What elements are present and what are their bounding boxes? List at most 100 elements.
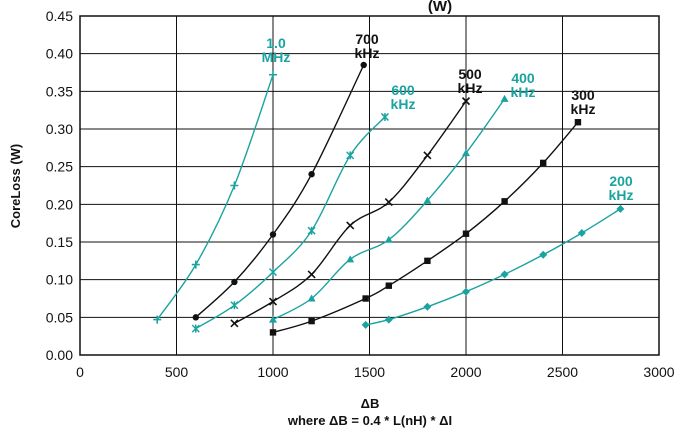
x-tick-label: 500 bbox=[165, 364, 189, 380]
x-tick-label: 2500 bbox=[547, 364, 578, 380]
data-point-600-khz bbox=[230, 301, 239, 310]
series-label-line: kHz bbox=[458, 80, 483, 96]
data-point-300-khz bbox=[424, 257, 431, 265]
data-point-1-0-mhz bbox=[269, 70, 277, 79]
y-tick-label: 0.10 bbox=[46, 272, 73, 288]
data-point-200-khz bbox=[423, 302, 432, 311]
y-tick-label: 0.15 bbox=[46, 234, 73, 250]
data-point-300-khz bbox=[540, 159, 547, 167]
data-point-700-khz bbox=[231, 278, 238, 286]
data-point-300-khz bbox=[269, 329, 277, 336]
y-tick-label: 0.35 bbox=[46, 83, 73, 99]
data-point-700-khz bbox=[192, 314, 199, 321]
data-point-200-khz bbox=[500, 270, 509, 279]
y-tick-label: 0.40 bbox=[46, 46, 73, 62]
data-point-200-khz bbox=[462, 287, 470, 296]
series-label-line: 700 bbox=[355, 31, 379, 47]
x-axis-title: ΔB bbox=[361, 396, 380, 411]
data-point-700-khz bbox=[269, 231, 277, 238]
series-label-line: kHz bbox=[571, 101, 596, 117]
data-point-1-0-mhz bbox=[153, 315, 162, 324]
data-point-500-khz bbox=[461, 97, 471, 106]
data-point-1-0-mhz bbox=[230, 181, 239, 190]
data-point-500-khz bbox=[423, 151, 432, 160]
data-point-300-khz bbox=[462, 230, 470, 237]
data-point-500-khz bbox=[307, 270, 316, 279]
data-point-700-khz bbox=[360, 61, 367, 69]
data-point-200-khz bbox=[616, 204, 625, 213]
series-300-khz bbox=[269, 119, 582, 336]
series-400-khz bbox=[269, 94, 509, 323]
series-label-line: 500 bbox=[458, 66, 482, 82]
x-tick-label: 1500 bbox=[354, 364, 385, 380]
series-label-line: 200 bbox=[609, 173, 633, 189]
x-axis-subtitle: where ΔB = 0.4 * L(nH) * ΔI bbox=[287, 413, 452, 428]
series-label-line: 300 bbox=[571, 87, 595, 103]
chart-title-fragment: (W) bbox=[428, 0, 452, 15]
data-point-200-khz bbox=[384, 315, 393, 324]
series-label-line: MHz bbox=[262, 49, 291, 65]
data-point-400-khz bbox=[307, 294, 316, 302]
series-700-khz bbox=[192, 61, 367, 321]
data-point-300-khz bbox=[501, 198, 508, 205]
data-point-600-khz bbox=[268, 268, 278, 277]
y-tick-label: 0.00 bbox=[46, 347, 73, 363]
series-label-line: 400 bbox=[511, 70, 535, 86]
data-point-400-khz bbox=[500, 94, 509, 102]
series-label-line: 1.0 bbox=[266, 35, 286, 51]
series-label-line: kHz bbox=[511, 84, 536, 100]
series-label-line: 600 bbox=[391, 82, 415, 98]
data-point-500-khz bbox=[268, 297, 278, 306]
y-tick-label: 0.30 bbox=[46, 121, 73, 137]
x-tick-label: 2000 bbox=[450, 364, 481, 380]
data-point-400-khz bbox=[462, 149, 470, 157]
data-point-600-khz bbox=[191, 324, 200, 333]
series-label-line: kHz bbox=[391, 96, 416, 112]
plot-frame bbox=[79, 15, 660, 356]
data-point-1-0-mhz bbox=[191, 260, 200, 269]
data-point-500-khz bbox=[384, 198, 393, 207]
series-layer bbox=[153, 61, 625, 336]
tick-labels: 0 500 1000 1500 2000 2500 3000 0.00 0.05 0.10 0.15… bbox=[46, 8, 675, 380]
y-tick-label: 0.45 bbox=[46, 8, 73, 24]
series-line-1-0-mhz bbox=[156, 74, 274, 320]
data-point-600-khz bbox=[307, 226, 316, 235]
data-point-200-khz bbox=[361, 320, 370, 329]
data-point-600-khz bbox=[346, 151, 355, 160]
y-tick-label: 0.20 bbox=[46, 196, 73, 212]
series-line-700-khz bbox=[195, 64, 365, 318]
data-point-500-khz bbox=[230, 319, 239, 328]
series-1-0-mhz bbox=[153, 70, 277, 324]
data-point-200-khz bbox=[577, 228, 586, 237]
data-point-400-khz bbox=[269, 315, 277, 323]
series-label-line: kHz bbox=[609, 187, 634, 203]
data-point-300-khz bbox=[574, 119, 582, 126]
series-500-khz bbox=[230, 97, 471, 328]
data-point-400-khz bbox=[384, 235, 393, 243]
data-point-300-khz bbox=[362, 295, 369, 302]
series-600-khz bbox=[191, 112, 389, 333]
grid bbox=[80, 16, 659, 355]
data-point-400-khz bbox=[423, 196, 432, 204]
series-200-khz bbox=[361, 204, 625, 329]
y-axis-title: CoreLoss (W) bbox=[8, 144, 23, 229]
x-tick-label: 3000 bbox=[643, 364, 674, 380]
data-point-700-khz bbox=[308, 171, 315, 178]
data-point-200-khz bbox=[539, 250, 548, 259]
data-point-600-khz bbox=[380, 112, 389, 121]
data-point-500-khz bbox=[346, 221, 355, 230]
x-tick-label: 0 bbox=[76, 364, 84, 380]
series-label-line: kHz bbox=[355, 45, 380, 61]
data-point-300-khz bbox=[308, 317, 315, 325]
data-point-400-khz bbox=[346, 255, 355, 263]
y-tick-label: 0.25 bbox=[46, 159, 73, 175]
data-point-300-khz bbox=[385, 282, 392, 289]
